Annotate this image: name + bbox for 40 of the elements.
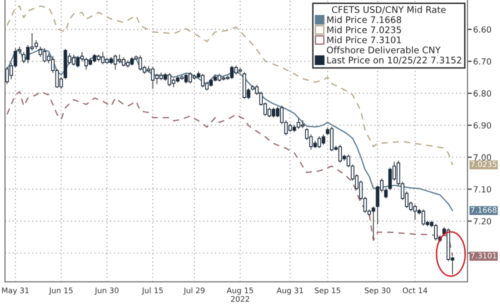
candlestick xyxy=(296,118,300,129)
candlestick xyxy=(151,66,155,89)
candlestick xyxy=(272,108,276,118)
candlestick xyxy=(230,66,234,80)
candlestick xyxy=(5,66,9,84)
candlestick xyxy=(242,72,246,99)
candlestick xyxy=(322,134,326,145)
candlestick xyxy=(114,54,118,70)
candlestick xyxy=(84,58,88,70)
candlestick xyxy=(168,72,172,86)
candlestick xyxy=(330,126,334,152)
candlestick xyxy=(76,56,80,68)
line-series xyxy=(6,91,454,257)
y-tick-label: 7.10 xyxy=(474,186,492,192)
candlestick xyxy=(101,52,105,64)
legend-label: Mid Price 7.3101 xyxy=(327,36,401,44)
candlestick xyxy=(188,72,192,84)
candlestick xyxy=(42,48,46,62)
candlestick xyxy=(200,74,204,88)
y-tick-label: 7.20 xyxy=(474,218,492,224)
y-tick-label: 6.70 xyxy=(474,58,492,65)
legend-label: Last Price on 10/25/22 7.3152 xyxy=(327,56,462,64)
candlestick xyxy=(338,144,342,163)
candlestick xyxy=(434,224,438,240)
annotation: Offshore Deliverable CNY xyxy=(326,46,441,54)
candlestick xyxy=(413,204,417,220)
y-tick-label: 7.00 xyxy=(474,154,492,160)
y-tick-label: 6.90 xyxy=(474,122,492,129)
candlestick xyxy=(318,136,322,148)
y-tick-label: 6.80 xyxy=(474,90,492,97)
legend-label: Mid Price 7.0235 xyxy=(327,26,401,34)
candlestick xyxy=(72,54,76,66)
candlestick xyxy=(38,46,42,58)
candlestick xyxy=(422,209,426,226)
legend-label: Mid Price 7.1668 xyxy=(327,16,402,24)
candlestick xyxy=(26,44,30,64)
legend-title: CFETS USD/CNY Mid Rate xyxy=(332,6,446,14)
y-tick-label: 6.60 xyxy=(474,26,492,33)
candlestick xyxy=(138,55,142,71)
candlestick xyxy=(372,206,376,240)
